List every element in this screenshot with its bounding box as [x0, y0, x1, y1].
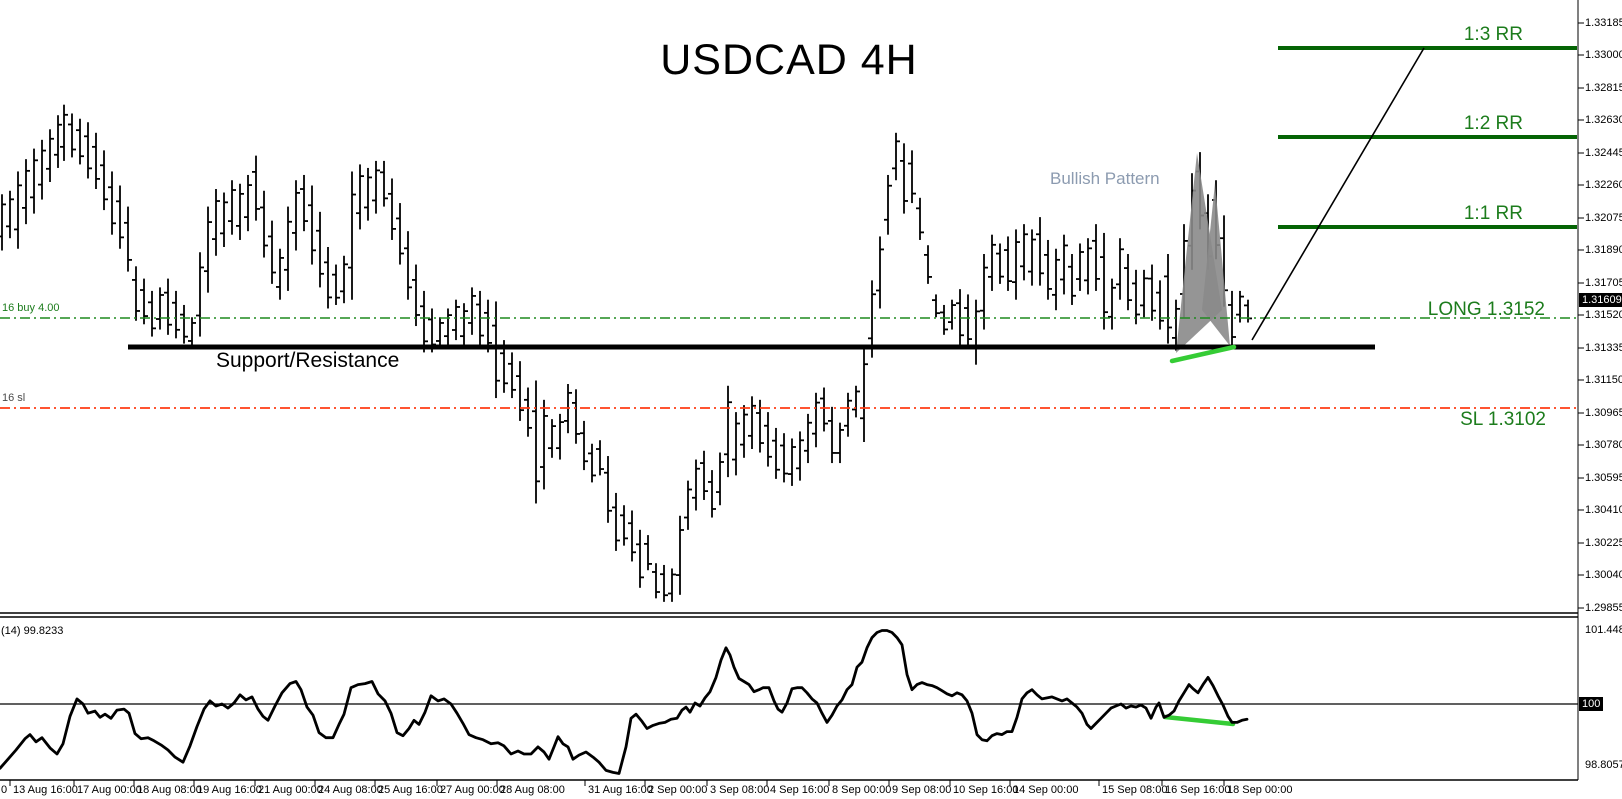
rr2-label[interactable]: 1:2 RR	[1463, 113, 1523, 134]
stop-loss-label[interactable]: SL 1.3102	[1460, 409, 1546, 430]
price-axis-label: 1.30965	[1585, 407, 1622, 419]
time-axis-label: 31 Aug 16:00	[588, 784, 653, 796]
order-buy-annotation: 16 buy 4.00	[2, 302, 60, 314]
price-axis-label: 1.30410	[1585, 504, 1622, 516]
time-axis-label: 14 Sep 00:00	[1013, 784, 1079, 796]
price-axis-label: 1.31520	[1585, 309, 1622, 321]
indicator-max-label: 101.4487	[1585, 624, 1622, 636]
time-axis-label: 10 Sep 16:00	[953, 784, 1019, 796]
chart-objects-layer[interactable]	[0, 46, 1578, 727]
time-axis-label: 25 Aug 16:00	[378, 784, 443, 796]
time-axis-label: 24 Aug 08:00	[318, 784, 383, 796]
price-axis-label: 1.31150	[1585, 374, 1622, 386]
price-axis-label: 1.30040	[1585, 569, 1622, 581]
indicator-name-label: (14) 99.8233	[1, 625, 64, 637]
price-axis-label: 1.30225	[1585, 537, 1622, 549]
long-entry-label[interactable]: LONG 1.3152	[1427, 299, 1545, 320]
time-axis-label: 18 Sep 00:00	[1227, 784, 1293, 796]
time-axis-label: 13 Aug 16:00	[13, 784, 78, 796]
order-sl-annotation: 16 sl	[2, 392, 26, 404]
indicator-min-label: 98.8057	[1585, 759, 1622, 771]
price-axis-label: 1.31705	[1585, 277, 1622, 289]
axes-layer	[0, 0, 1584, 786]
price-axis-label: 1.31890	[1585, 244, 1622, 256]
time-axis-label: 4 Sep 16:00	[770, 784, 830, 796]
price-axis-label: 1.31335	[1585, 342, 1622, 354]
rr3-label[interactable]: 1:3 RR	[1463, 24, 1523, 45]
price-axis-label: 1.32630	[1585, 114, 1622, 126]
time-axis-label: 15 Sep 08:00	[1102, 784, 1168, 796]
price-axis-label: 1.29855	[1585, 602, 1622, 614]
price-axis-label: 1.30595	[1585, 472, 1622, 484]
page-title: USDCAD 4H	[660, 36, 918, 84]
time-axis-label: 17 Aug 00:00	[77, 784, 142, 796]
rr1-label[interactable]: 1:1 RR	[1463, 203, 1523, 224]
indicator-level-tag: 100	[1579, 697, 1604, 711]
price-axis-label: 1.32815	[1585, 82, 1622, 94]
indicator-line-layer	[0, 629, 1578, 775]
time-axis-label: 9 Sep 08:00	[892, 784, 952, 796]
time-axis-label-partial: 0	[1, 784, 8, 796]
time-axis-label: 2 Sep 00:00	[648, 784, 708, 796]
support-resistance-label[interactable]: Support/Resistance	[216, 349, 400, 372]
time-axis-label: 21 Aug 00:00	[258, 784, 323, 796]
time-axis-label: 3 Sep 08:00	[710, 784, 770, 796]
price-axis-label: 1.33000	[1585, 49, 1622, 61]
time-axis-label: 8 Sep 00:00	[832, 784, 892, 796]
price-axis-label: 1.32445	[1585, 147, 1622, 159]
bullish-pattern-label[interactable]: Bullish Pattern	[1050, 169, 1160, 188]
current-price-tag: 1.31609	[1579, 293, 1622, 307]
price-axis-label: 1.30780	[1585, 439, 1622, 451]
time-axis-label: 18 Aug 08:00	[137, 784, 202, 796]
time-axis-label: 28 Aug 08:00	[500, 784, 565, 796]
price-axis-label: 1.32260	[1585, 179, 1622, 191]
time-axis-label: 19 Aug 16:00	[197, 784, 262, 796]
price-axis-label: 1.33185	[1585, 17, 1622, 29]
price-axis-label: 1.32075	[1585, 212, 1622, 224]
time-axis-label: 16 Sep 16:00	[1165, 784, 1231, 796]
time-axis-label: 27 Aug 00:00	[440, 784, 505, 796]
bullish-pattern-shape[interactable]	[1176, 153, 1230, 353]
